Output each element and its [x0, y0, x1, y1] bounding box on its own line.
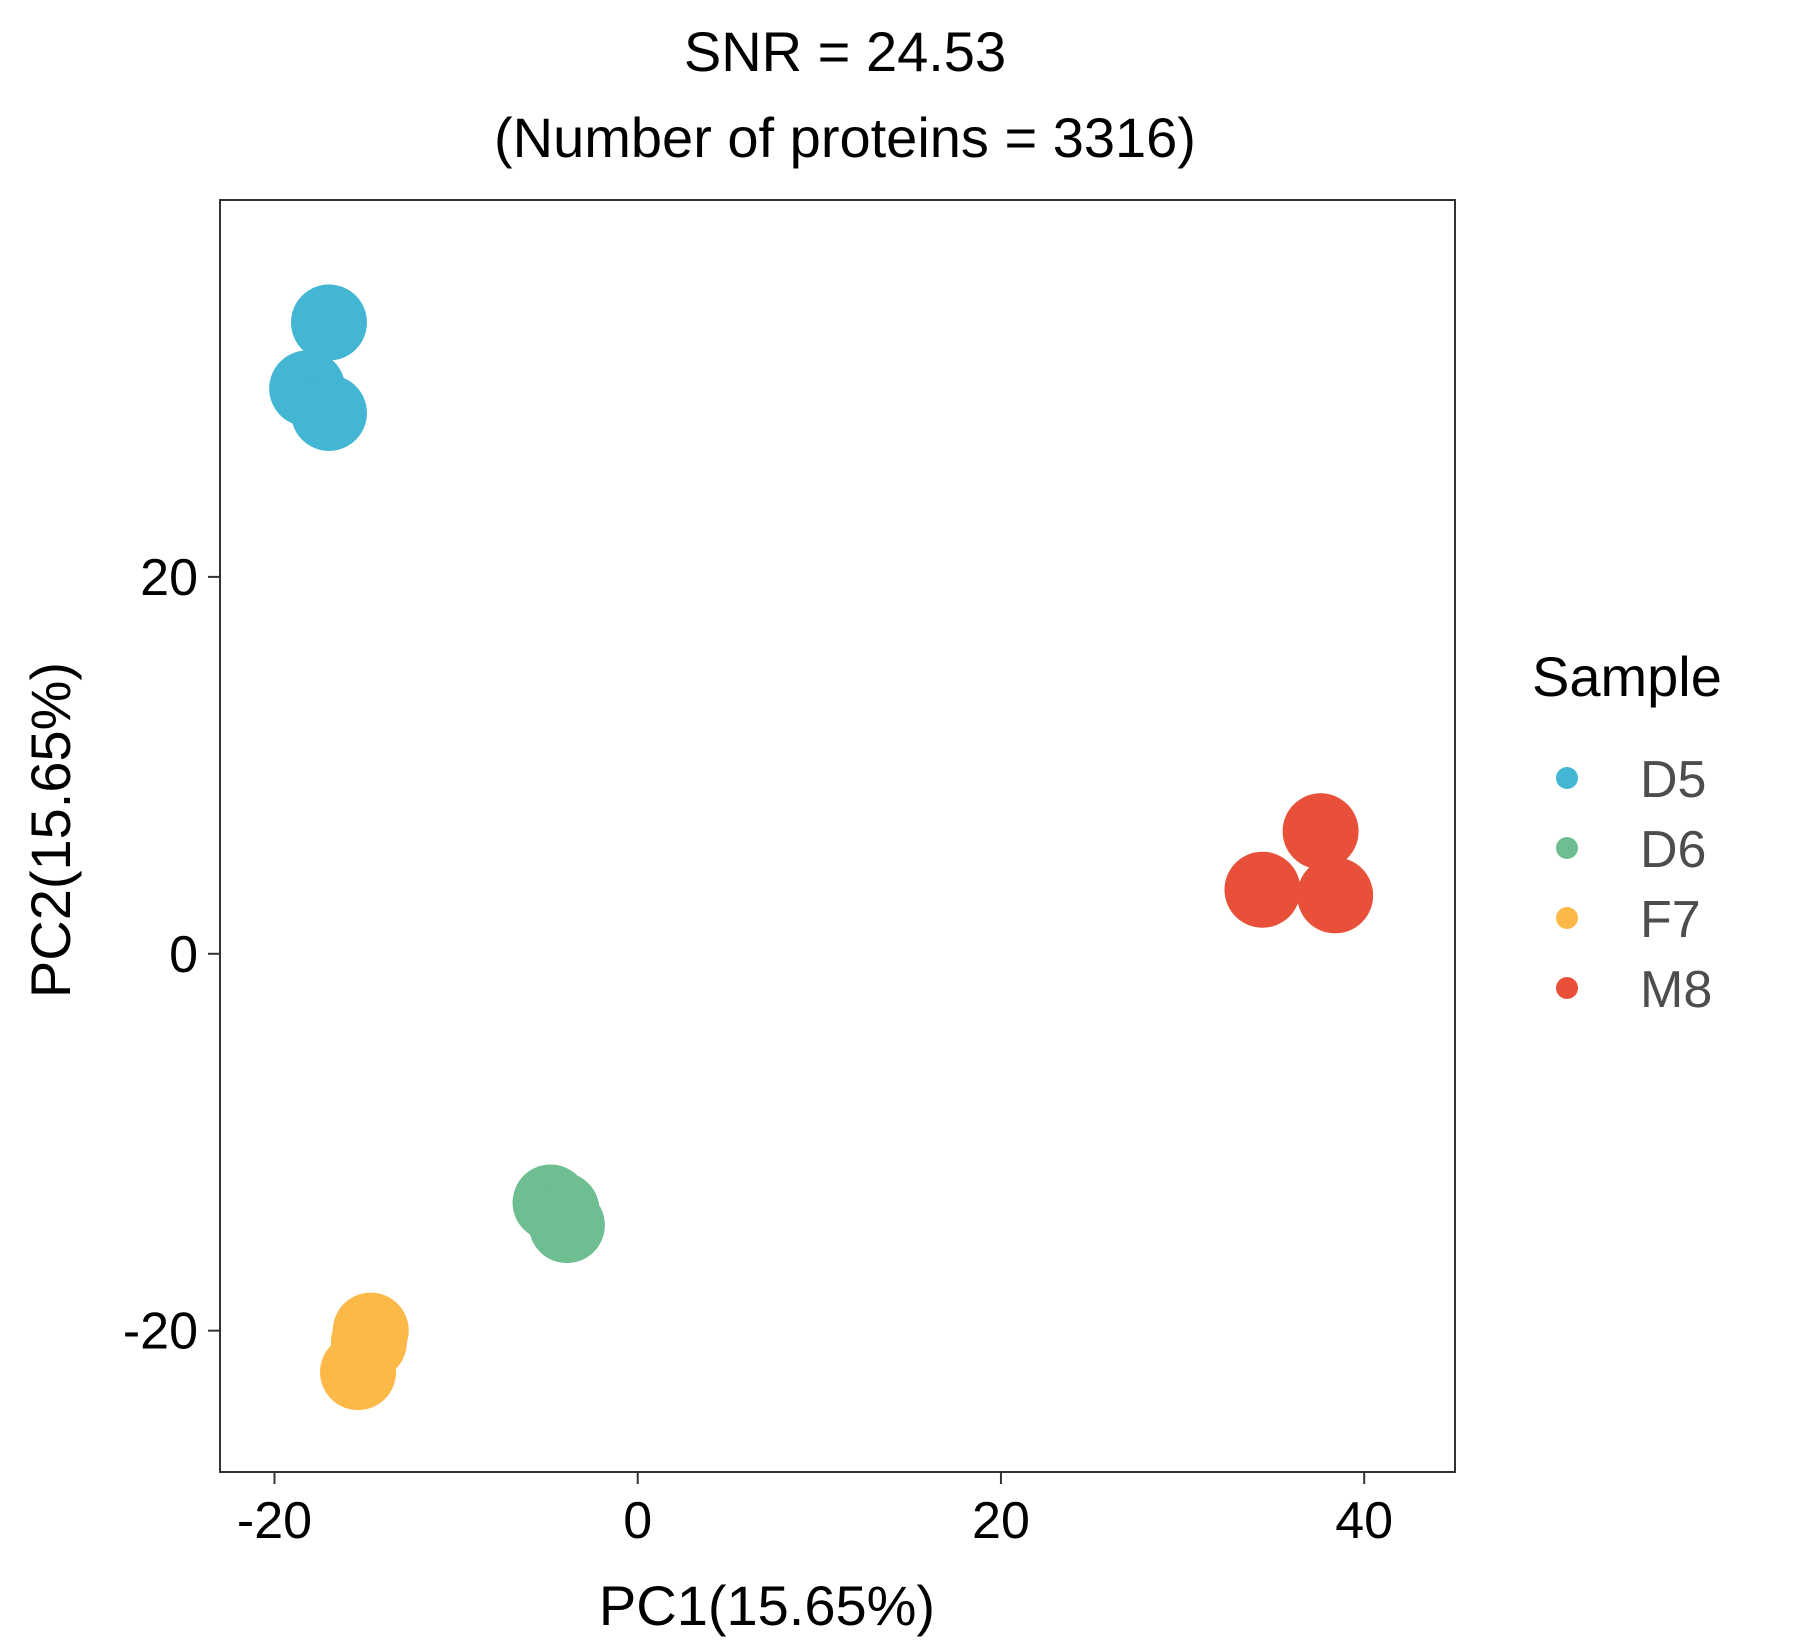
legend: Sample D5 D6 F7 M8 [1532, 645, 1722, 1019]
point-f7 [320, 1334, 397, 1411]
y-tick-label: 0 [169, 926, 198, 984]
data-points [269, 284, 1374, 1411]
legend-key-f7 [1556, 907, 1578, 929]
y-tick-label: 20 [140, 549, 198, 607]
point-d5 [290, 284, 367, 361]
y-axis-title: PC2(15.65%) [19, 662, 82, 998]
legend-label-f7: F7 [1640, 891, 1701, 949]
legend-label-d6: D6 [1640, 821, 1706, 879]
legend-key-d5 [1556, 767, 1578, 789]
x-tick-label: 40 [1335, 1492, 1393, 1550]
plot-panel [219, 199, 1456, 1473]
x-tick-label: 20 [972, 1492, 1030, 1550]
y-tick-label: -20 [123, 1303, 198, 1361]
legend-label-d5: D5 [1640, 751, 1706, 809]
legend-key-d6 [1556, 837, 1578, 859]
point-m8 [1224, 851, 1301, 928]
legend-key-m8 [1556, 977, 1578, 999]
chart-subtitle: (Number of proteins = 3316) [494, 106, 1196, 169]
x-tick-label: 0 [623, 1492, 652, 1550]
legend-label-m8: M8 [1640, 961, 1712, 1019]
point-d6 [528, 1187, 605, 1264]
y-axis: -20 0 20 [123, 549, 220, 1361]
chart-title: SNR = 24.53 [684, 20, 1006, 83]
x-axis: -20 0 20 40 [237, 1472, 1393, 1550]
legend-title: Sample [1532, 645, 1722, 708]
point-d5 [290, 374, 367, 451]
point-m8 [1282, 793, 1359, 870]
point-m8 [1297, 857, 1374, 934]
x-tick-label: -20 [237, 1492, 312, 1550]
x-axis-title: PC1(15.65%) [599, 1574, 935, 1637]
